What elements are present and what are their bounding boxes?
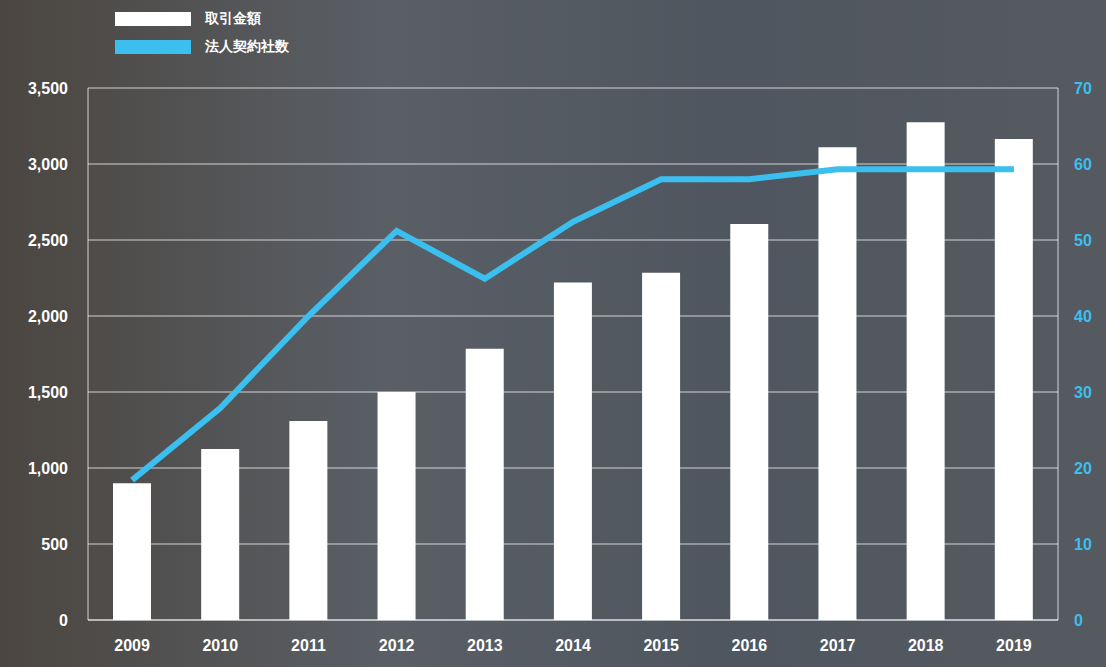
html-text:法人契約社数: 法人契約社数 — [205, 38, 289, 54]
svg-text:2,500: 2,500 — [28, 232, 68, 249]
svg-text:2017: 2017 — [820, 637, 856, 654]
svg-text:2015: 2015 — [643, 637, 679, 654]
svg-text:1,500: 1,500 — [28, 384, 68, 401]
svg-text:3,000: 3,000 — [28, 156, 68, 173]
svg-text:20: 20 — [1074, 460, 1092, 477]
svg-text:60: 60 — [1074, 156, 1092, 173]
svg-text:40: 40 — [1074, 308, 1092, 325]
svg-text:2012: 2012 — [379, 637, 415, 654]
svg-text:500: 500 — [41, 536, 68, 553]
svg-text:2013: 2013 — [467, 637, 503, 654]
svg-text:2011: 2011 — [291, 637, 326, 654]
svg-text:2014: 2014 — [555, 637, 591, 654]
svg-text:70: 70 — [1074, 80, 1092, 97]
html-text:取引金額: 取引金額 — [205, 10, 261, 26]
svg-text:50: 50 — [1074, 232, 1092, 249]
svg-text:0: 0 — [59, 612, 68, 629]
svg-text:3,500: 3,500 — [28, 80, 68, 97]
svg-text:2019: 2019 — [996, 637, 1032, 654]
svg-text:2,000: 2,000 — [28, 308, 68, 325]
svg-text:2010: 2010 — [202, 637, 238, 654]
svg-text:10: 10 — [1074, 536, 1092, 553]
svg-text:30: 30 — [1074, 384, 1092, 401]
svg-text:0: 0 — [1074, 612, 1083, 629]
svg-text:2009: 2009 — [114, 637, 150, 654]
svg-text:2016: 2016 — [732, 637, 768, 654]
svg-text:2018: 2018 — [908, 637, 944, 654]
svg-text:1,000: 1,000 — [28, 460, 68, 477]
